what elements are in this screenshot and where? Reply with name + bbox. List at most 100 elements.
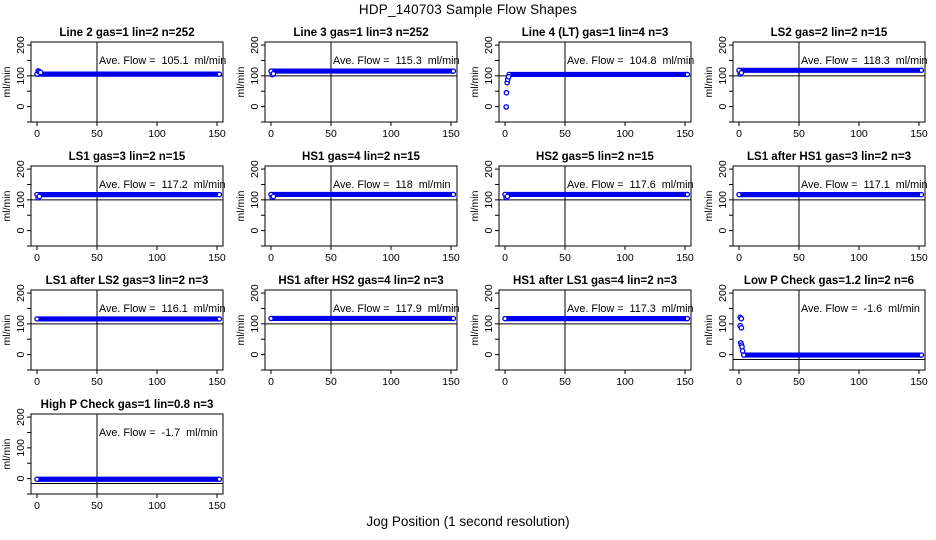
- subplot-ls1-after-hs1: LS1 after HS1 gas=3 lin=2 n=3 0 100 200ml/m…: [703, 151, 928, 264]
- subplot-title: HS1 after HS2 gas=4 lin=2 n=3: [278, 275, 443, 287]
- plot-box: [498, 289, 692, 371]
- plot-box: [30, 289, 224, 371]
- y-axis-label: ml/min: [1, 190, 13, 221]
- x-tick-label: 50: [559, 128, 571, 140]
- data-band: [34, 316, 223, 322]
- subplot-title: Line 2 gas=1 lin=2 n=252: [59, 27, 194, 39]
- y-tick-label: 100: [15, 191, 27, 209]
- data-band: [34, 71, 223, 77]
- data-band: [741, 352, 924, 358]
- ave-flow-label: Ave. Flow = -1.7 ml/min: [99, 427, 218, 439]
- subplot-title: LS2 gas=2 lin=2 n=15: [771, 27, 888, 39]
- x-tick-label: 0: [736, 252, 742, 264]
- y-tick-label: 0: [483, 228, 495, 234]
- y-tick-label: 0: [483, 352, 495, 358]
- y-axis-label: ml/min: [703, 66, 715, 97]
- data-band: [736, 192, 924, 198]
- x-tick-label: 50: [91, 252, 103, 264]
- x-tick-label: 50: [91, 376, 103, 388]
- outlier-point: [504, 193, 511, 200]
- y-axis-label: ml/min: [703, 314, 715, 345]
- x-tick-label: 0: [34, 500, 40, 512]
- x-tick-label: 100: [148, 128, 166, 140]
- y-tick-label: 200: [483, 160, 495, 178]
- y-axis-label: ml/min: [235, 190, 247, 221]
- y-tick-label: 100: [717, 67, 729, 85]
- x-tick-label: 150: [442, 252, 460, 264]
- ave-flow-label: Ave. Flow = 117.2 ml/min: [99, 179, 226, 191]
- subplot-title: Low P Check gas=1.2 lin=2 n=6: [744, 275, 914, 287]
- data-band: [268, 68, 456, 74]
- y-tick-label: 100: [249, 67, 261, 85]
- y-tick-label: 200: [249, 284, 261, 302]
- subplot-high-p-check: High P Check gas=1 lin=0.8 n=3 0 100 200ml/…: [1, 399, 226, 512]
- data-band: [268, 315, 456, 322]
- y-axis-label: ml/min: [1, 438, 13, 469]
- data-band: [34, 476, 223, 482]
- plot-box: [498, 165, 692, 247]
- x-tick-label: 0: [736, 376, 742, 388]
- subplot-title: LS1 after LS2 gas=3 lin=2 n=3: [46, 275, 209, 287]
- ave-flow-label: Ave. Flow = -1.6 ml/min: [801, 303, 920, 315]
- x-tick-label: 0: [268, 252, 274, 264]
- x-tick-label: 100: [616, 128, 634, 140]
- y-tick-label: 200: [717, 160, 729, 178]
- y-tick-label: 200: [15, 284, 27, 302]
- band-end-left: [502, 315, 508, 322]
- plot-box: [732, 165, 926, 247]
- y-tick-label: 0: [15, 476, 27, 482]
- plot-box: [732, 289, 926, 371]
- band-end-right: [216, 476, 223, 482]
- y-tick-label: 0: [15, 352, 27, 358]
- ave-flow-label: Ave. Flow = 118.3 ml/min: [801, 55, 928, 67]
- y-tick-label: 100: [483, 67, 495, 85]
- plot-box: [732, 41, 926, 123]
- y-tick-label: 200: [15, 408, 27, 426]
- y-tick-label: 0: [483, 104, 495, 110]
- y-tick-label: 200: [249, 36, 261, 54]
- x-tick-label: 100: [382, 252, 400, 264]
- y-axis-label: ml/min: [1, 66, 13, 97]
- subplot-title: Line 3 gas=1 lin=3 n=252: [293, 27, 428, 39]
- y-axis-label: ml/min: [235, 314, 247, 345]
- plot-box: [264, 289, 458, 371]
- data-band: [502, 316, 690, 322]
- x-tick-label: 150: [208, 376, 226, 388]
- ave-flow-label: Ave. Flow = 115.3 ml/min: [333, 55, 460, 67]
- band-end-right: [216, 71, 223, 77]
- x-tick-label: 50: [793, 252, 805, 264]
- x-tick-label: 0: [34, 252, 40, 264]
- x-tick-label: 100: [616, 252, 634, 264]
- x-tick-label: 50: [325, 376, 337, 388]
- outlier-point: [738, 324, 745, 331]
- subplot-title: LS1 gas=3 lin=2 n=15: [69, 151, 186, 163]
- y-axis-label: ml/min: [1, 314, 13, 345]
- y-tick-label: 200: [249, 160, 261, 178]
- x-tick-label: 0: [736, 128, 742, 140]
- y-tick-label: 100: [249, 315, 261, 333]
- outlier-point: [505, 73, 512, 80]
- x-tick-label: 100: [616, 376, 634, 388]
- y-tick-label: 200: [15, 160, 27, 178]
- band-end-right: [918, 352, 925, 358]
- subplot-title: HS2 gas=5 lin=2 n=15: [536, 151, 655, 163]
- x-tick-label: 0: [502, 128, 508, 140]
- plot-box: [498, 41, 692, 123]
- page-title: HDP_140703 Sample Flow Shapes: [358, 2, 578, 17]
- x-tick-label: 150: [208, 128, 226, 140]
- x-tick-label: 150: [442, 128, 460, 140]
- y-tick-label: 0: [249, 352, 261, 358]
- band-end-left: [34, 476, 40, 482]
- data-band: [268, 191, 456, 198]
- band-end-right: [684, 191, 691, 198]
- ave-flow-label: Ave. Flow = 104.8 ml/min: [567, 55, 694, 67]
- x-tick-label: 100: [382, 376, 400, 388]
- data-band: [502, 191, 690, 198]
- y-tick-label: 0: [249, 228, 261, 234]
- band-end-right: [450, 315, 457, 322]
